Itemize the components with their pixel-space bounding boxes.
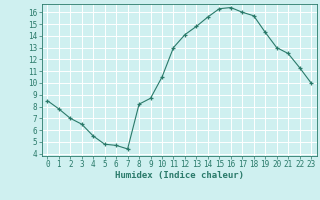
X-axis label: Humidex (Indice chaleur): Humidex (Indice chaleur) (115, 171, 244, 180)
